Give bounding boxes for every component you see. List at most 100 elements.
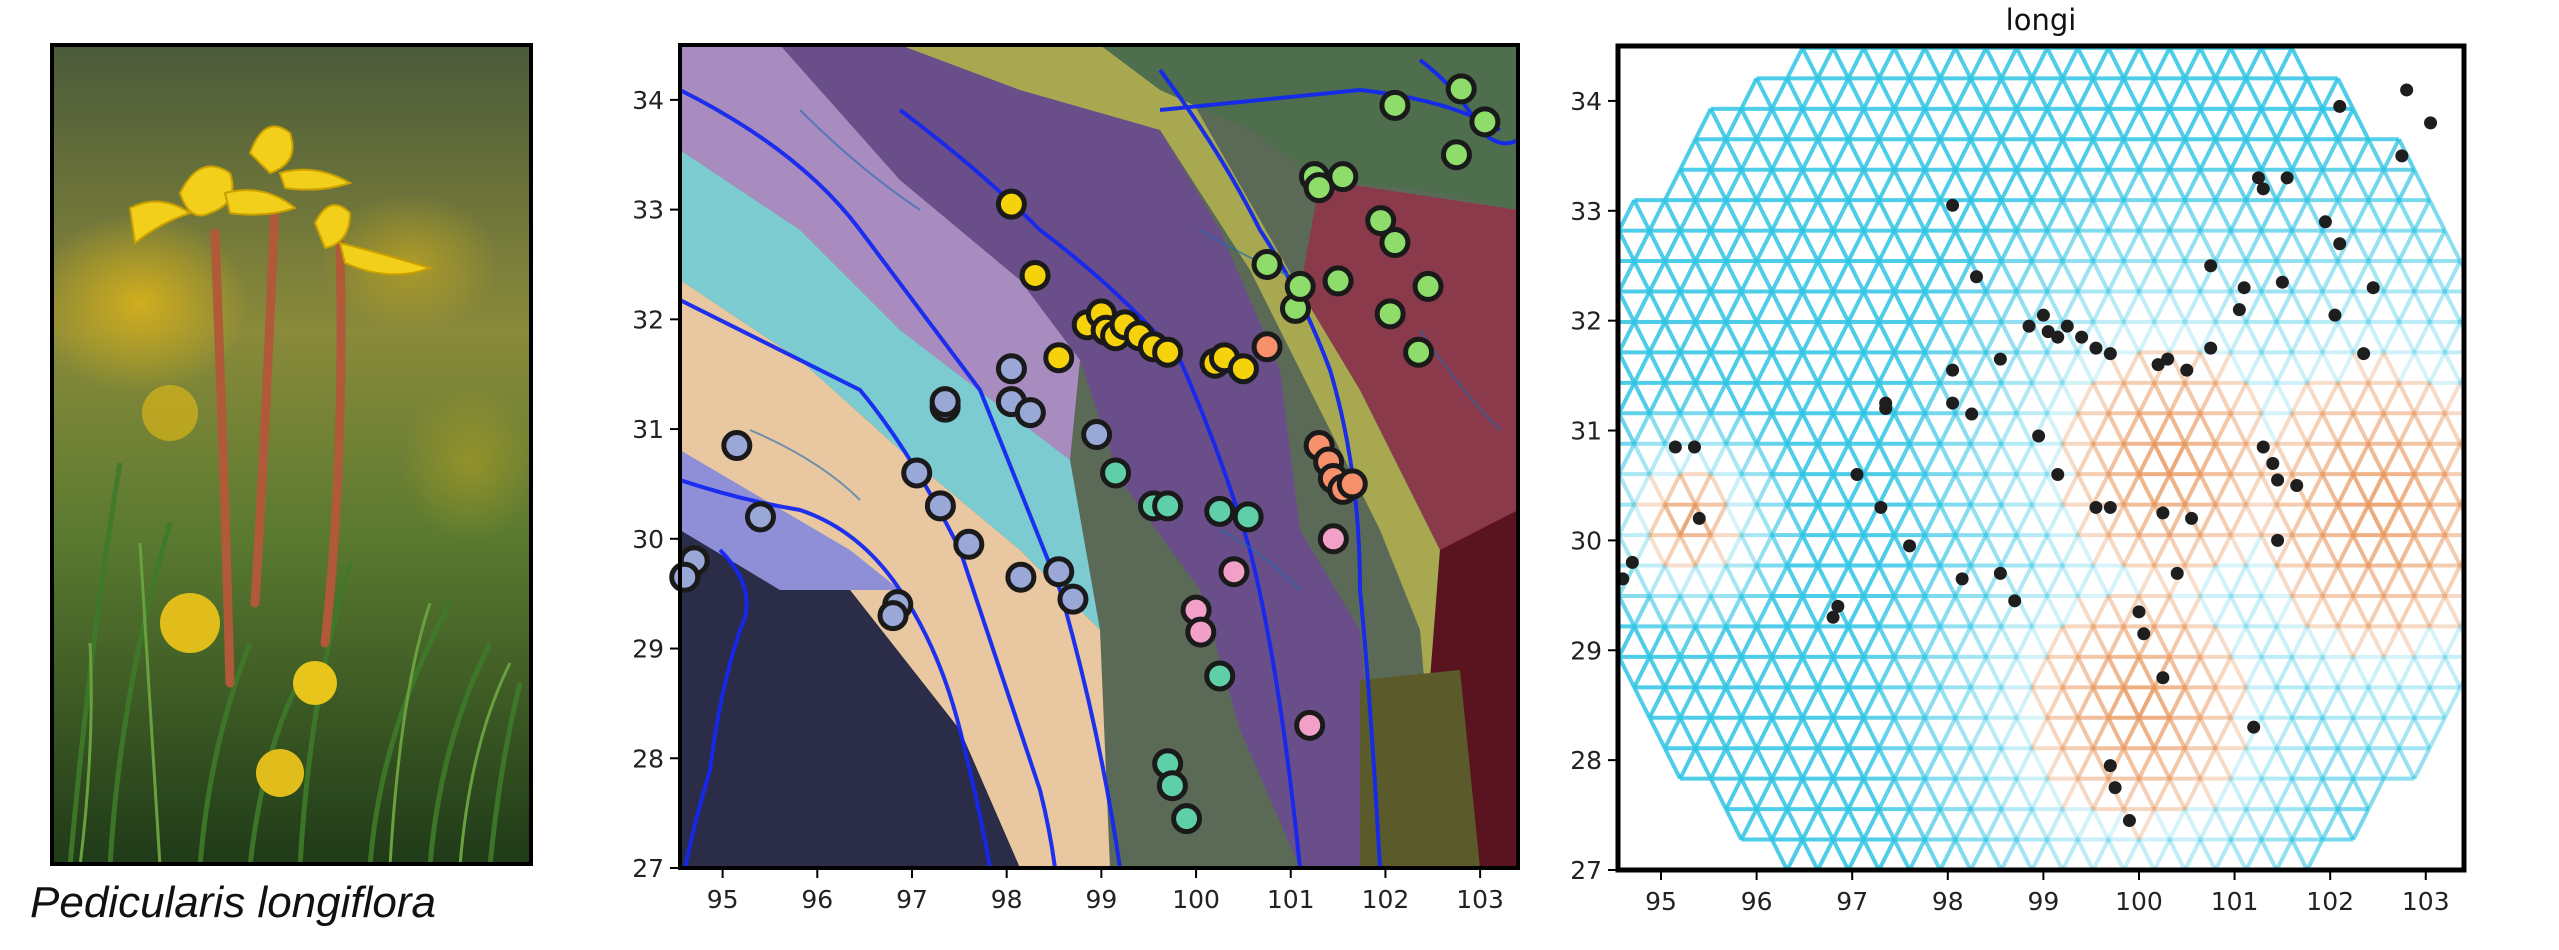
grid-edge (2167, 442, 2187, 476)
grid-edge (1831, 473, 1851, 506)
grid-edge (1647, 716, 1667, 750)
grid-edge (2381, 290, 2401, 323)
grid-edge (1999, 381, 2019, 415)
grid-edge (1877, 777, 1897, 811)
grid-edge (2030, 747, 2050, 780)
grid-edge (2228, 716, 2248, 750)
grid-edge (1800, 47, 1820, 80)
grid-edge (2475, 566, 2490, 596)
grid-edge (2167, 321, 2187, 354)
grid-edge (2412, 564, 2432, 597)
grid-edge (1907, 290, 1927, 323)
grid-edge (2381, 686, 2401, 719)
grid-edge (1877, 564, 1897, 597)
grid-edge (2045, 625, 2065, 658)
grid-edge (2320, 686, 2340, 719)
grid-edge (1770, 564, 1789, 597)
grid-edge (2427, 290, 2447, 323)
grid-edge (1678, 686, 1698, 719)
grid-edge (2137, 534, 2157, 567)
grid-edge (1831, 47, 1851, 80)
grid-edge (1907, 503, 1927, 536)
grid-edge (1861, 351, 1881, 384)
grid-edge (1785, 716, 1805, 750)
grid-edge (2290, 716, 2310, 750)
grid-edge (2198, 107, 2218, 141)
sample-point-lime (1322, 265, 1354, 297)
grid-edge (1800, 655, 1820, 689)
grid-edge (2336, 351, 2355, 384)
y-tick-label: 29 (1570, 636, 1602, 665)
grid-edge (1618, 625, 1637, 658)
grid-edge (1846, 107, 1866, 141)
grid-edge (2336, 138, 2355, 171)
grid-edge (1877, 260, 1897, 293)
grid-edge (1968, 716, 1988, 750)
grid-edge (1647, 199, 1667, 232)
grid-edge (2228, 808, 2248, 841)
grid-edge (2336, 503, 2355, 536)
grid-edge (1800, 260, 1820, 293)
grid-edge (1816, 412, 1835, 445)
grid-sample-point (2103, 759, 2117, 773)
grid-edge (2213, 168, 2233, 202)
grid-edge (2167, 625, 2187, 658)
grid-edge (2228, 625, 2248, 658)
grid-edge (1907, 838, 1927, 870)
grid-edge (2121, 138, 2141, 171)
grid-edge (2213, 473, 2233, 506)
grid-edge (1663, 473, 1682, 506)
grid-edge (1816, 655, 1835, 689)
grid-edge (1923, 564, 1942, 597)
grid-edge (1846, 655, 1866, 689)
grid-edge (1708, 168, 1728, 202)
grid-edge (2060, 808, 2080, 841)
grid-edge (1770, 716, 1789, 750)
grid-edge (2137, 229, 2157, 262)
grid-edge (2412, 229, 2432, 262)
grid-edge (2244, 686, 2264, 719)
grid-edge (2045, 595, 2065, 628)
sample-point-pink (1185, 616, 1217, 648)
grid-edge (2305, 138, 2325, 171)
grid-edge (1678, 381, 1698, 415)
grid-edge (1968, 381, 1988, 415)
grid-edge (1892, 321, 1912, 354)
grid-edge (1892, 290, 1912, 323)
grid-edge (2060, 229, 2080, 262)
grid-edge (2030, 625, 2050, 658)
grid-edge (2244, 503, 2264, 536)
x-tick-label: 101 (2211, 887, 2259, 916)
grid-edge (1984, 655, 2004, 689)
grid-edge (2351, 564, 2371, 597)
grid-edge (2183, 838, 2202, 870)
grid-edge (1693, 199, 1713, 232)
grid-edge (2076, 808, 2095, 841)
grid-edge (1984, 168, 2004, 202)
grid-edge (1923, 381, 1942, 415)
grid-edge (2259, 625, 2279, 658)
grid-edge (2381, 655, 2401, 689)
grid-edge (1816, 442, 1835, 476)
grid-edge (1785, 625, 1805, 658)
grid-edge (2397, 473, 2417, 506)
y-tick-label: 28 (632, 744, 664, 773)
grid-edge (2030, 777, 2050, 811)
grid-edge (2274, 595, 2294, 628)
x-tick-label: 99 (2027, 887, 2059, 916)
grid-edge (2397, 260, 2417, 293)
grid-edge (1953, 838, 1973, 870)
grid-edge (2137, 442, 2157, 476)
grid-edge (2121, 442, 2141, 476)
grid-edge (1785, 777, 1805, 811)
grid-edge (1831, 503, 1851, 536)
grid-edge (2397, 534, 2417, 567)
grid-edge (2336, 260, 2355, 293)
grid-edge (2412, 381, 2432, 415)
grid-edge (2213, 838, 2233, 870)
grid-edge (2305, 199, 2325, 232)
grid-edge (2167, 47, 2187, 80)
grid-edge (1861, 473, 1881, 506)
grid-edge (1785, 473, 1805, 506)
grid-edge (2351, 808, 2371, 841)
